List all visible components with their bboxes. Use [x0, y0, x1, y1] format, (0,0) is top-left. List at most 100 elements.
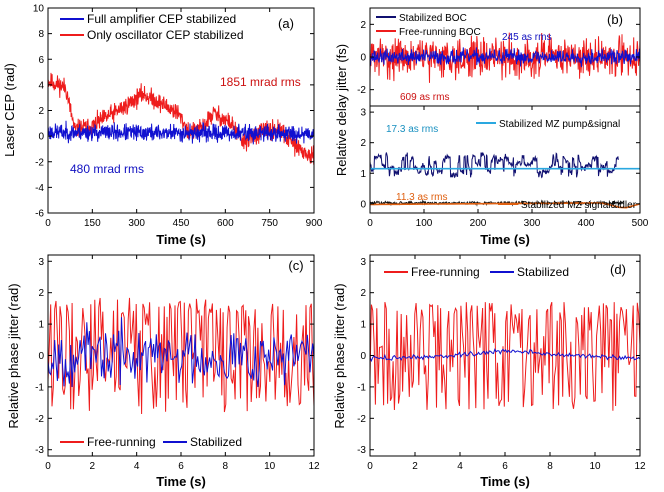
panel-c-series — [47, 297, 315, 415]
series-stabilized-c — [47, 317, 315, 388]
panel-a-xtick-label: 300 — [128, 218, 145, 229]
panel-b-axes: -2 0 2 0 1 2 3 0 100 200 300 400 500 — [357, 20, 649, 229]
panel-c-ylabel: Relative phase jitter (rad) — [6, 283, 21, 428]
panel-b-bottom-xtick-label: 400 — [578, 218, 595, 229]
panel-a-label: (a) — [278, 16, 294, 31]
annotation-11-3-as: 11.3 as rms — [396, 192, 448, 203]
series-stabilized-d — [369, 348, 641, 363]
panel-b: -2 0 2 0 1 2 3 0 100 200 300 400 500 Relative delay … — [334, 7, 649, 247]
panel-d-ytick-label: 2 — [360, 288, 366, 299]
panel-d-ytick-label: -3 — [357, 445, 366, 456]
panel-b-bottom-xtick-label: 100 — [416, 218, 433, 229]
panel-a-ytick-label: 0 — [38, 132, 44, 143]
panel-c-xtick-label: 4 — [134, 461, 140, 472]
panel-d-xtick-label: 12 — [634, 461, 646, 472]
legend-free-running-c: Free-running — [87, 435, 156, 449]
panel-d-xtick-label: 0 — [367, 461, 373, 472]
panel-d-series — [369, 301, 641, 411]
panel-c-ytick-label: -2 — [35, 414, 44, 425]
panel-b-label: (b) — [607, 12, 623, 27]
legend-free-running-boc: Free-running BOC — [399, 27, 481, 38]
panel-d-xtick-label: 6 — [502, 461, 508, 472]
panel-d-ytick-label: 3 — [360, 257, 366, 268]
panel-c-ytick-label: -3 — [35, 445, 44, 456]
series-free-running-d — [369, 301, 641, 411]
panel-c-ytick-label: -1 — [35, 382, 44, 393]
panel-c-xtick-label: 8 — [223, 461, 229, 472]
panel-b-bottom-ytick-label: 2 — [360, 138, 366, 149]
panel-a-xtick-label: 450 — [173, 218, 190, 229]
panel-b-top-ytick-label: 0 — [360, 53, 366, 64]
panel-a-xtick-label: 0 — [45, 218, 51, 229]
panel-c-ytick-label: 0 — [38, 351, 44, 362]
series-free-running-c — [47, 297, 315, 415]
panel-c-ytick-label: 2 — [38, 288, 44, 299]
panel-c-legend-box — [56, 430, 252, 452]
panel-d-xtick-label: 10 — [589, 461, 601, 472]
panel-c-xlabel: Time (s) — [156, 474, 206, 489]
legend-mz-pump-signal: Stabilized MZ pump&signal — [499, 119, 620, 130]
panel-c-label: (c) — [288, 258, 303, 273]
panel-d-ytick-label: -2 — [357, 414, 366, 425]
panel-b-ylabel: Relative delay jitter (fs) — [334, 44, 349, 176]
legend-only-oscillator: Only oscillator CEP stabilized — [87, 28, 244, 42]
annotation-480-mrad: 480 mrad rms — [70, 162, 144, 176]
panel-a-ylabel: Laser CEP (rad) — [2, 63, 17, 157]
panel-b-bottom-xtick-label: 500 — [632, 218, 649, 229]
panel-a-xtick-label: 150 — [84, 218, 101, 229]
panel-d-ytick-label: -1 — [357, 382, 366, 393]
panel-c-ytick-label: 1 — [38, 320, 44, 331]
legend-free-running-d: Free-running — [411, 265, 480, 279]
panel-b-bottom-xtick-label: 200 — [470, 218, 487, 229]
legend-stabilized-boc: Stabilized BOC — [399, 13, 467, 24]
panel-b-bottom-ytick-label: 0 — [360, 199, 366, 210]
panel-a-ytick-label: 8 — [38, 29, 44, 40]
annotation-1851-mrad: 1851 mrad rms — [220, 75, 301, 89]
panel-d-xlabel: Time (s) — [480, 474, 530, 489]
panel-a-ytick-label: -6 — [35, 209, 44, 220]
panel-b-top-ytick-label: 2 — [360, 20, 366, 31]
panel-b-frame — [369, 7, 641, 214]
panel-d-ytick-label: 0 — [360, 351, 366, 362]
legend-stabilized-c: Stabilized — [190, 435, 242, 449]
annotation-17-3-as: 17.3 as rms — [386, 124, 438, 135]
legend-mz-signal-idler: Stabilized MZ signal&idler — [521, 200, 637, 211]
panel-b-bottom-xtick-label: 300 — [524, 218, 541, 229]
panel-c-ytick-label: 3 — [38, 257, 44, 268]
panel-c-xtick-label: 10 — [264, 461, 276, 472]
panel-a-ytick-label: 10 — [33, 4, 45, 15]
panel-b-series — [369, 32, 641, 209]
panel-a: -6 -4 -2 0 2 4 6 8 10 0 150 300 450 600 750 900 Laser C… — [2, 4, 323, 248]
panel-a-ytick-label: 4 — [38, 80, 44, 91]
series-full-amplifier — [47, 120, 315, 145]
panel-d-xtick-label: 4 — [457, 461, 463, 472]
legend-full-amplifier: Full amplifier CEP stabilized — [87, 12, 236, 26]
panel-a-xtick-label: 600 — [217, 218, 234, 229]
panel-a-axes: -6 -4 -2 0 2 4 6 8 10 0 150 300 450 600 750 900 — [33, 4, 323, 230]
series-mz-pump-signal — [369, 151, 619, 179]
panel-b-xlabel: Time (s) — [480, 232, 530, 247]
panel-d-xtick-label: 2 — [412, 461, 418, 472]
panel-d-ylabel: Relative phase jitter (rad) — [332, 283, 347, 428]
panel-a-xtick-label: 750 — [261, 218, 278, 229]
panel-b-bottom-xtick-label: 0 — [367, 218, 373, 229]
panel-d-xtick-label: 8 — [547, 461, 553, 472]
panel-c-xtick-label: 6 — [178, 461, 184, 472]
panel-a-ytick-label: 6 — [38, 55, 44, 66]
panel-a-ytick-label: 2 — [38, 106, 44, 117]
panel-c-xtick-label: 12 — [308, 461, 320, 472]
panel-a-ytick-label: -4 — [35, 183, 44, 194]
legend-stabilized-d: Stabilized — [517, 265, 569, 279]
panel-d-label: (d) — [610, 262, 626, 277]
series-stabilized-boc — [369, 47, 641, 68]
panel-a-series — [47, 72, 315, 165]
panel-d-ytick-label: 1 — [360, 320, 366, 331]
panel-c-xtick-label: 0 — [45, 461, 51, 472]
panel-a-xlabel: Time (s) — [156, 232, 206, 247]
annotation-245-as: 245 as rms — [502, 32, 551, 43]
